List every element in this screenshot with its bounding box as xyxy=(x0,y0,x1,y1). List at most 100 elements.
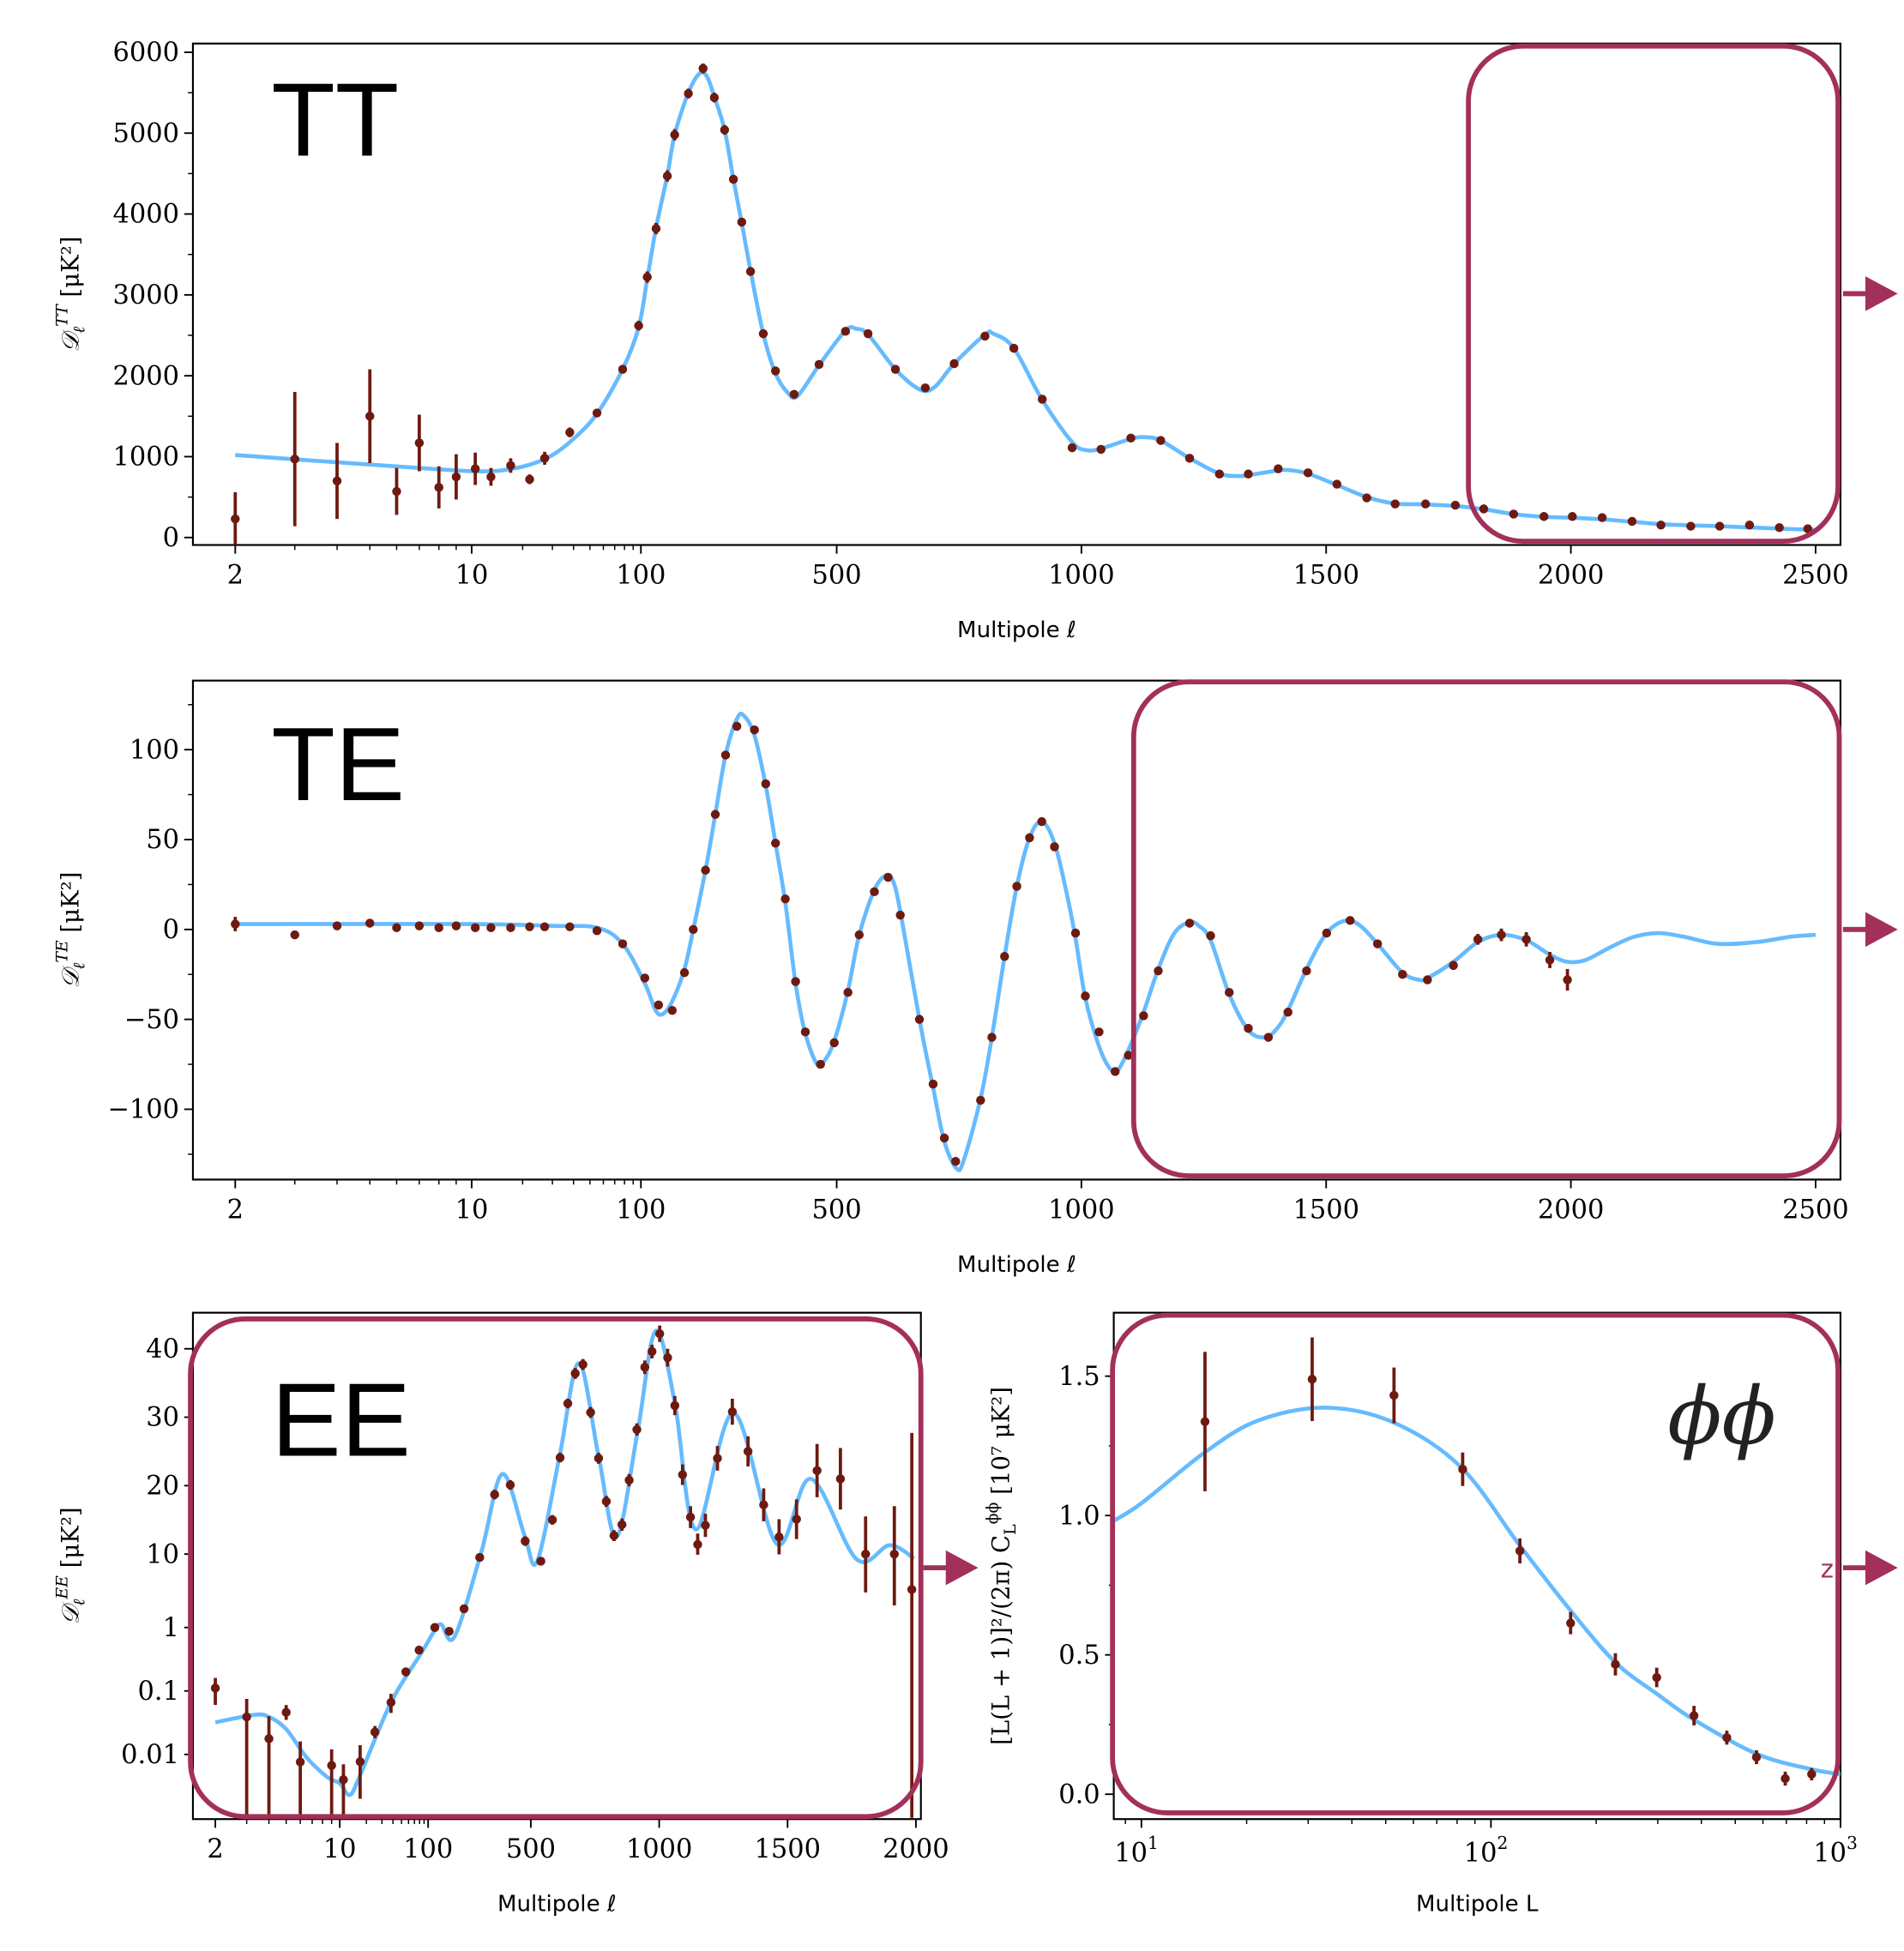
y-tick-label: 50 xyxy=(146,825,179,855)
x-tick-label: 1000 xyxy=(626,1834,693,1864)
y-tick-label: −50 xyxy=(124,1005,179,1035)
data-point xyxy=(434,483,443,492)
data-point xyxy=(710,810,720,819)
model-curve xyxy=(235,69,1816,533)
data-point xyxy=(713,1454,722,1463)
data-point xyxy=(1214,469,1225,479)
data-point xyxy=(654,1000,664,1010)
y-tick-label: 0 xyxy=(163,915,179,945)
data-point xyxy=(592,926,602,936)
data-point xyxy=(1389,1390,1399,1400)
data-point xyxy=(1025,833,1034,843)
data-point xyxy=(883,872,893,882)
data-point xyxy=(295,1757,305,1767)
data-point xyxy=(414,438,425,448)
data-point xyxy=(401,1667,411,1677)
data-point xyxy=(290,455,299,464)
y-axis-label: [L(L + 1)]²/(2π) CLϕϕ [10⁷ μK²] xyxy=(984,1387,1020,1745)
data-point xyxy=(980,331,990,341)
y-tick-label: 0.1 xyxy=(138,1677,179,1707)
data-point xyxy=(1449,960,1458,970)
data-point xyxy=(386,1697,396,1707)
data-point xyxy=(698,63,708,74)
data-point xyxy=(1398,970,1407,979)
y-label-sub: ℓ xyxy=(70,1599,89,1606)
y-tick-label: 10 xyxy=(146,1539,179,1569)
y-tick-label: 1 xyxy=(163,1613,179,1643)
data-point xyxy=(1450,500,1461,510)
data-point xyxy=(647,1346,657,1357)
data-point xyxy=(547,1515,557,1525)
data-point xyxy=(624,1475,634,1485)
data-point xyxy=(920,383,931,393)
data-point xyxy=(759,1500,768,1509)
x-tick-exponent: 1 xyxy=(1148,1833,1159,1853)
data-point xyxy=(634,321,643,330)
data-point xyxy=(617,1520,627,1530)
x-tick-label: 1000 xyxy=(1048,1195,1115,1225)
y-tick-label: −100 xyxy=(107,1095,179,1125)
data-point xyxy=(709,93,720,102)
data-point xyxy=(281,1707,291,1717)
highlight-box xyxy=(1110,1312,1841,1816)
data-point xyxy=(1050,842,1059,852)
x-tick-label: 10 xyxy=(455,1195,489,1225)
data-point xyxy=(414,921,425,930)
data-point xyxy=(1307,1375,1317,1384)
data-point xyxy=(1009,343,1019,353)
data-point xyxy=(570,1369,580,1378)
data-point xyxy=(914,1015,925,1024)
data-point xyxy=(392,486,401,497)
data-point xyxy=(1225,987,1234,997)
y-label-main: [L(L + 1)]²/(2π) C xyxy=(988,1535,1015,1745)
data-point xyxy=(684,88,693,99)
data-point xyxy=(1362,493,1371,503)
data-point xyxy=(486,472,496,482)
x-axis-label: Multipole ℓ xyxy=(497,1892,617,1918)
y-label-sup: ϕϕ xyxy=(984,1502,1003,1525)
data-point xyxy=(327,1761,336,1770)
data-point xyxy=(720,125,730,135)
data-point xyxy=(1111,1067,1120,1076)
data-point xyxy=(470,464,480,473)
data-point xyxy=(693,1539,702,1550)
data-point xyxy=(939,1133,949,1143)
data-point xyxy=(339,1774,348,1785)
data-point xyxy=(701,1520,710,1530)
data-point xyxy=(679,967,690,978)
data-point xyxy=(800,1027,810,1037)
data-point xyxy=(618,939,628,948)
data-point xyxy=(1423,975,1432,985)
data-point xyxy=(231,514,240,524)
y-tick-label: 4000 xyxy=(112,200,179,230)
data-point xyxy=(506,923,515,932)
y-label-unit: [μK²] xyxy=(57,872,84,941)
data-point xyxy=(355,1756,365,1767)
arrow-right-icon xyxy=(945,1550,979,1586)
x-tick-base: 10 xyxy=(1813,1839,1847,1869)
data-point xyxy=(1689,1711,1699,1720)
y-tick-label: 40 xyxy=(146,1334,179,1364)
x-tick-label: 1500 xyxy=(754,1834,821,1864)
y-label-sub: L xyxy=(1001,1524,1020,1535)
data-point xyxy=(1283,1008,1292,1017)
data-point xyxy=(451,921,461,930)
data-point xyxy=(774,1532,784,1542)
x-tick-label: 101 xyxy=(1114,1833,1159,1869)
x-tick-label: 2000 xyxy=(883,1834,949,1864)
y-label-sub: ℓ xyxy=(70,327,89,334)
highlight-box xyxy=(188,1316,924,1820)
data-point xyxy=(536,1557,545,1566)
data-point xyxy=(365,412,375,421)
data-point xyxy=(521,1536,530,1546)
data-point xyxy=(1722,1732,1732,1743)
data-point xyxy=(1332,479,1342,489)
data-point xyxy=(780,894,790,904)
data-point xyxy=(609,1531,619,1540)
data-point xyxy=(678,1470,688,1479)
x-tick-label: 10 xyxy=(323,1834,357,1864)
x-tick-label: 500 xyxy=(506,1834,556,1864)
data-point xyxy=(1345,916,1355,925)
x-tick-base: 10 xyxy=(1114,1839,1148,1869)
data-point xyxy=(555,1453,565,1462)
